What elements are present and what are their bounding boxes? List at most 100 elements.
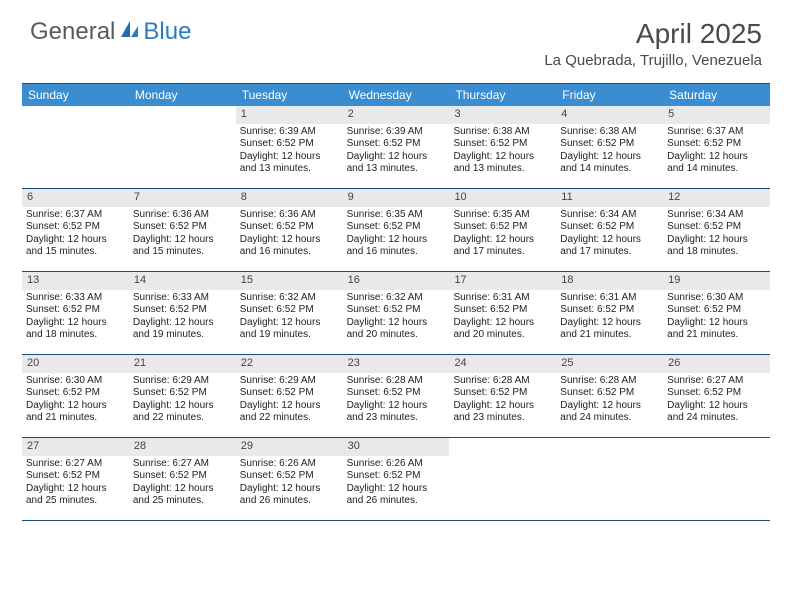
daylight-line: Daylight: 12 hours and 17 minutes. bbox=[453, 234, 552, 259]
sunset-line: Sunset: 6:52 PM bbox=[133, 387, 232, 400]
day-number: 28 bbox=[129, 438, 236, 456]
day-body: Sunrise: 6:39 AMSunset: 6:52 PMDaylight:… bbox=[343, 124, 450, 180]
daylight-line: Daylight: 12 hours and 24 minutes. bbox=[560, 400, 659, 425]
sunset-line: Sunset: 6:52 PM bbox=[240, 221, 339, 234]
week-row: 20Sunrise: 6:30 AMSunset: 6:52 PMDayligh… bbox=[22, 355, 770, 438]
daylight-line: Daylight: 12 hours and 24 minutes. bbox=[667, 400, 766, 425]
daylight-line: Daylight: 12 hours and 25 minutes. bbox=[26, 483, 125, 508]
daylight-line: Daylight: 12 hours and 21 minutes. bbox=[26, 400, 125, 425]
sunrise-line: Sunrise: 6:34 AM bbox=[667, 209, 766, 222]
daylight-line: Daylight: 12 hours and 23 minutes. bbox=[347, 400, 446, 425]
brand-logo: General Blue bbox=[30, 18, 191, 46]
day-cell: 12 Sunrise: 6:34 AMSunset: 6:52 PMDayligh… bbox=[663, 189, 770, 271]
day-cell: 13Sunrise: 6:33 AMSunset: 6:52 PMDayligh… bbox=[22, 272, 129, 354]
dow-cell: Tuesday bbox=[236, 84, 343, 106]
sunrise-line: Sunrise: 6:33 AM bbox=[26, 292, 125, 305]
sunrise-line: Sunrise: 6:38 AM bbox=[453, 126, 552, 139]
sunrise-line: Sunrise: 6:30 AM bbox=[26, 375, 125, 388]
sunrise-line: Sunrise: 6:37 AM bbox=[26, 209, 125, 222]
dow-cell: Sunday bbox=[22, 84, 129, 106]
day-number: 25 bbox=[556, 355, 663, 373]
daylight-line: Daylight: 12 hours and 20 minutes. bbox=[453, 317, 552, 342]
daylight-line: Daylight: 12 hours and 20 minutes. bbox=[347, 317, 446, 342]
title-block: April 2025 La Quebrada, Trujillo, Venezu… bbox=[544, 18, 762, 69]
sunset-line: Sunset: 6:52 PM bbox=[453, 387, 552, 400]
day-number: 8 bbox=[236, 189, 343, 207]
sunset-line: Sunset: 6:52 PM bbox=[347, 138, 446, 151]
day-cell: 28Sunrise: 6:27 AMSunset: 6:52 PMDayligh… bbox=[129, 438, 236, 520]
sunset-line: Sunset: 6:52 PM bbox=[240, 304, 339, 317]
sunset-line: Sunset: 6:52 PM bbox=[26, 387, 125, 400]
day-body: Sunrise: 6:26 AMSunset: 6:52 PMDaylight:… bbox=[343, 456, 450, 512]
calendar-grid: SundayMondayTuesdayWednesdayThursdayFrid… bbox=[22, 83, 770, 521]
sunset-line: Sunset: 6:52 PM bbox=[667, 221, 766, 234]
sunset-line: Sunset: 6:52 PM bbox=[667, 138, 766, 151]
day-cell: 5Sunrise: 6:37 AMSunset: 6:52 PMDaylight… bbox=[663, 106, 770, 188]
sunset-line: Sunset: 6:52 PM bbox=[347, 470, 446, 483]
day-body: Sunrise: 6:28 AMSunset: 6:52 PMDaylight:… bbox=[556, 373, 663, 429]
day-body: Sunrise: 6:36 AMSunset: 6:52 PMDaylight:… bbox=[236, 207, 343, 263]
sunrise-line: Sunrise: 6:34 AM bbox=[560, 209, 659, 222]
daylight-line: Daylight: 12 hours and 17 minutes. bbox=[560, 234, 659, 259]
day-body: Sunrise: 6:34 AMSunset: 6:52 PMDaylight:… bbox=[556, 207, 663, 263]
daylight-line: Daylight: 12 hours and 18 minutes. bbox=[667, 234, 766, 259]
day-cell: 11Sunrise: 6:34 AMSunset: 6:52 PMDayligh… bbox=[556, 189, 663, 271]
sail-icon bbox=[119, 18, 141, 46]
week-row: 27Sunrise: 6:27 AMSunset: 6:52 PMDayligh… bbox=[22, 438, 770, 521]
day-number: 4 bbox=[556, 106, 663, 124]
sunrise-line: Sunrise: 6:32 AM bbox=[347, 292, 446, 305]
day-cell bbox=[556, 438, 663, 520]
day-body: Sunrise: 6:31 AMSunset: 6:52 PMDaylight:… bbox=[449, 290, 556, 346]
day-cell bbox=[663, 438, 770, 520]
day-cell: 7Sunrise: 6:36 AMSunset: 6:52 PMDaylight… bbox=[129, 189, 236, 271]
daylight-line: Daylight: 12 hours and 19 minutes. bbox=[133, 317, 232, 342]
day-number: 10 bbox=[449, 189, 556, 207]
day-number: 16 bbox=[343, 272, 450, 290]
daylight-line: Daylight: 12 hours and 18 minutes. bbox=[26, 317, 125, 342]
daylight-line: Daylight: 12 hours and 21 minutes. bbox=[560, 317, 659, 342]
day-number: 29 bbox=[236, 438, 343, 456]
week-row: 13Sunrise: 6:33 AMSunset: 6:52 PMDayligh… bbox=[22, 272, 770, 355]
day-cell: 22Sunrise: 6:29 AMSunset: 6:52 PMDayligh… bbox=[236, 355, 343, 437]
sunrise-line: Sunrise: 6:39 AM bbox=[347, 126, 446, 139]
day-number: 2 bbox=[343, 106, 450, 124]
day-body: Sunrise: 6:32 AMSunset: 6:52 PMDaylight:… bbox=[343, 290, 450, 346]
sunset-line: Sunset: 6:52 PM bbox=[240, 387, 339, 400]
day-number: 13 bbox=[22, 272, 129, 290]
day-cell: 16Sunrise: 6:32 AMSunset: 6:52 PMDayligh… bbox=[343, 272, 450, 354]
daylight-line: Daylight: 12 hours and 19 minutes. bbox=[240, 317, 339, 342]
day-cell: 14Sunrise: 6:33 AMSunset: 6:52 PMDayligh… bbox=[129, 272, 236, 354]
sunrise-line: Sunrise: 6:33 AM bbox=[133, 292, 232, 305]
day-cell bbox=[129, 106, 236, 188]
daylight-line: Daylight: 12 hours and 15 minutes. bbox=[26, 234, 125, 259]
sunset-line: Sunset: 6:52 PM bbox=[133, 304, 232, 317]
day-body: Sunrise: 6:36 AMSunset: 6:52 PMDaylight:… bbox=[129, 207, 236, 263]
day-number: 7 bbox=[129, 189, 236, 207]
daylight-line: Daylight: 12 hours and 13 minutes. bbox=[453, 151, 552, 176]
day-number: 1 bbox=[236, 106, 343, 124]
day-number: 17 bbox=[449, 272, 556, 290]
daylight-line: Daylight: 12 hours and 15 minutes. bbox=[133, 234, 232, 259]
sunset-line: Sunset: 6:52 PM bbox=[453, 304, 552, 317]
sunrise-line: Sunrise: 6:31 AM bbox=[560, 292, 659, 305]
daylight-line: Daylight: 12 hours and 22 minutes. bbox=[133, 400, 232, 425]
day-cell bbox=[22, 106, 129, 188]
daylight-line: Daylight: 12 hours and 26 minutes. bbox=[347, 483, 446, 508]
dow-cell: Saturday bbox=[663, 84, 770, 106]
daylight-line: Daylight: 12 hours and 25 minutes. bbox=[133, 483, 232, 508]
sunrise-line: Sunrise: 6:35 AM bbox=[453, 209, 552, 222]
day-cell: 19Sunrise: 6:30 AMSunset: 6:52 PMDayligh… bbox=[663, 272, 770, 354]
day-cell: 3Sunrise: 6:38 AMSunset: 6:52 PMDaylight… bbox=[449, 106, 556, 188]
day-number: 19 bbox=[663, 272, 770, 290]
dow-cell: Thursday bbox=[449, 84, 556, 106]
day-number: 12 bbox=[663, 189, 770, 207]
day-cell: 23Sunrise: 6:28 AMSunset: 6:52 PMDayligh… bbox=[343, 355, 450, 437]
sunset-line: Sunset: 6:52 PM bbox=[347, 304, 446, 317]
day-number: 20 bbox=[22, 355, 129, 373]
sunset-line: Sunset: 6:52 PM bbox=[667, 387, 766, 400]
sunset-line: Sunset: 6:52 PM bbox=[453, 138, 552, 151]
day-number: 5 bbox=[663, 106, 770, 124]
day-cell: 4Sunrise: 6:38 AMSunset: 6:52 PMDaylight… bbox=[556, 106, 663, 188]
sunset-line: Sunset: 6:52 PM bbox=[667, 304, 766, 317]
sunset-line: Sunset: 6:52 PM bbox=[26, 221, 125, 234]
